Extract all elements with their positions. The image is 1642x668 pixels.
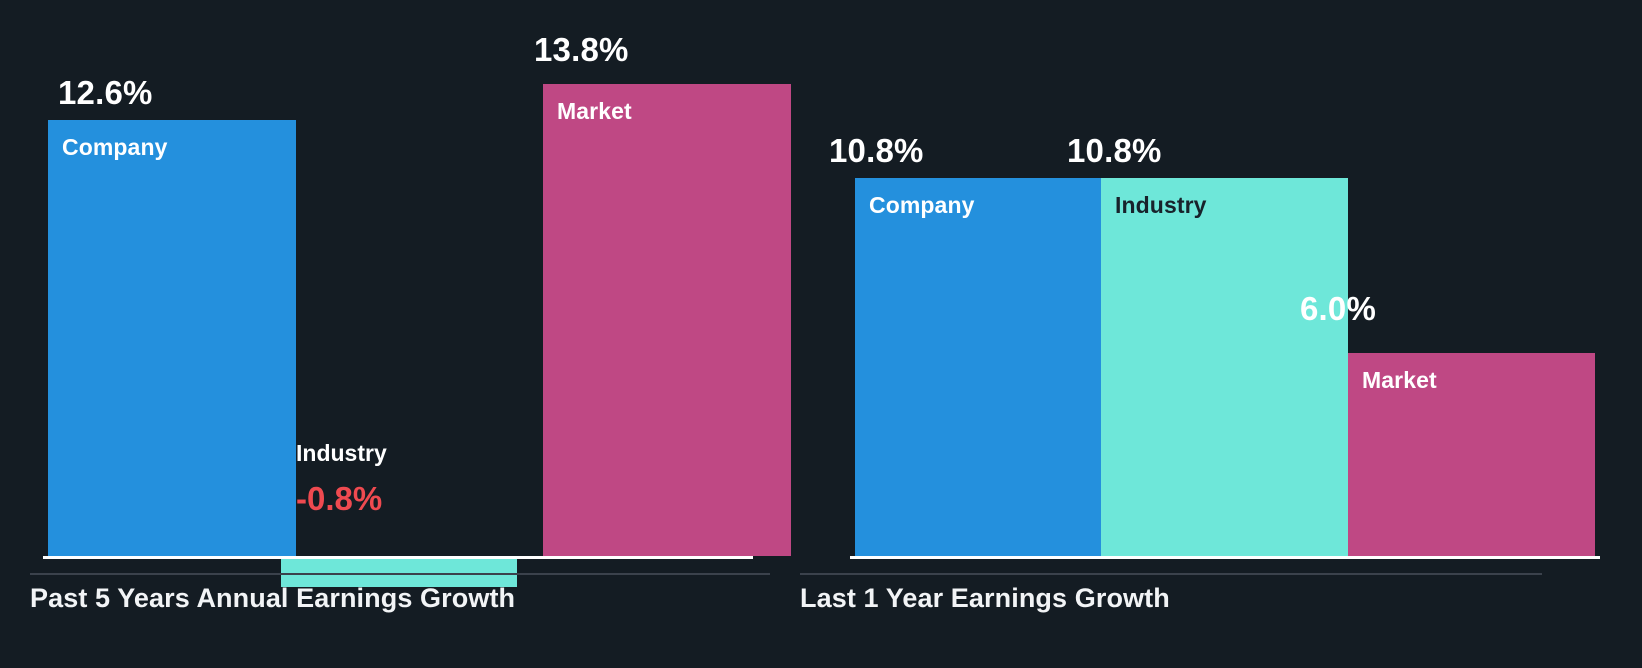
bar-label-industry: Industry — [1115, 192, 1207, 218]
value-label-industry: -0.8% — [296, 480, 383, 517]
bar-company[interactable]: Company — [48, 120, 296, 556]
bar-company[interactable]: Company — [855, 178, 1101, 556]
value-label-market: 6.0% — [1300, 290, 1377, 327]
chart-panel-past-5-years: Market 13.8% Company 12.6% Industry -0.8… — [0, 0, 791, 668]
zero-baseline — [850, 556, 1600, 559]
bar-label-market: Market — [1362, 367, 1437, 393]
value-label-company: 10.8% — [829, 132, 924, 169]
chart-title-past-5-years: Past 5 Years Annual Earnings Growth — [30, 583, 516, 613]
bar-market[interactable]: Market — [1348, 353, 1595, 556]
bar-industry[interactable]: Industry — [1101, 178, 1348, 556]
bar-market[interactable]: Market — [543, 84, 791, 556]
axis-separator — [30, 573, 770, 575]
bar-label-company: Company — [869, 192, 975, 218]
zero-baseline — [43, 556, 753, 559]
axis-separator — [800, 573, 1542, 575]
chart-panel-last-1-year: Company 10.8% Industry 10.8% Market 6.0%… — [800, 0, 1642, 668]
value-label-company: 12.6% — [58, 74, 153, 111]
chart-title-last-1-year: Last 1 Year Earnings Growth — [800, 583, 1170, 613]
bar-label-company: Company — [62, 134, 168, 160]
value-label-industry: 10.8% — [1067, 132, 1162, 169]
value-label-market: 13.8% — [534, 31, 629, 68]
bar-label-market: Market — [557, 98, 632, 124]
bar-label-industry: Industry — [296, 440, 387, 466]
